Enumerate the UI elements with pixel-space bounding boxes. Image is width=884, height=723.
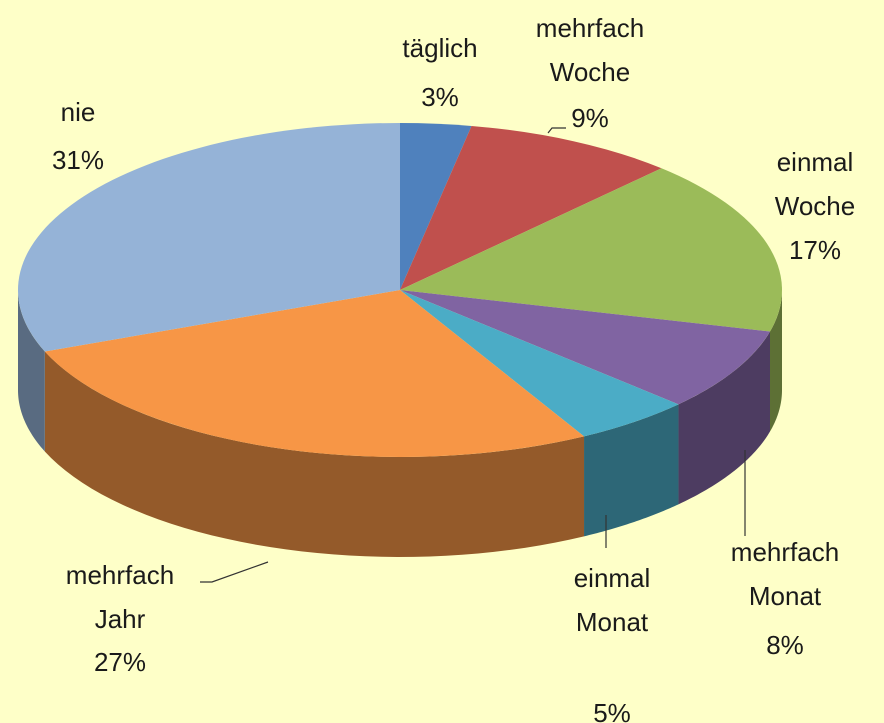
slice-label: einmal Monat — [573, 563, 651, 637]
slice-label: mehrfach Jahr — [65, 560, 175, 634]
leader-line — [200, 561, 269, 583]
slice — [400, 123, 472, 290]
slice-side — [678, 331, 770, 505]
value-label: 31% — [51, 145, 105, 175]
slice-label: nie — [60, 97, 96, 127]
slice-side — [584, 404, 679, 537]
value-label: 17% — [788, 235, 842, 265]
slice-side — [769, 290, 782, 432]
slice — [44, 290, 585, 457]
slice-side — [18, 290, 45, 452]
slice — [400, 125, 662, 290]
slice-label: einmal Woche — [774, 147, 856, 221]
slice — [400, 290, 679, 437]
slice-label: täglich — [402, 33, 478, 63]
slice — [400, 290, 770, 405]
value-label: 5% — [593, 698, 631, 723]
slice-label: mehrfach Woche — [535, 13, 645, 87]
value-label: 3% — [421, 82, 459, 112]
value-label: 9% — [571, 103, 609, 133]
leader-line — [547, 127, 566, 134]
slice-side — [44, 351, 585, 557]
slice — [17, 123, 400, 352]
slice-label: mehrfach Monat — [730, 537, 840, 611]
value-label: 27% — [93, 647, 147, 677]
value-label: 8% — [766, 630, 804, 660]
slice — [400, 168, 782, 332]
